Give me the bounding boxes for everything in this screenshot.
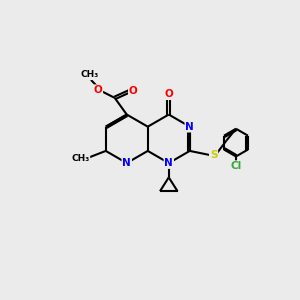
Text: N: N	[122, 158, 131, 168]
Text: O: O	[129, 86, 138, 96]
Text: CH₃: CH₃	[81, 70, 99, 79]
Text: N: N	[164, 158, 173, 168]
Text: CH₃: CH₃	[71, 154, 89, 163]
Text: Cl: Cl	[230, 161, 242, 171]
Text: O: O	[164, 89, 173, 99]
Text: O: O	[94, 85, 102, 95]
Text: S: S	[210, 150, 217, 160]
Text: N: N	[185, 122, 194, 132]
